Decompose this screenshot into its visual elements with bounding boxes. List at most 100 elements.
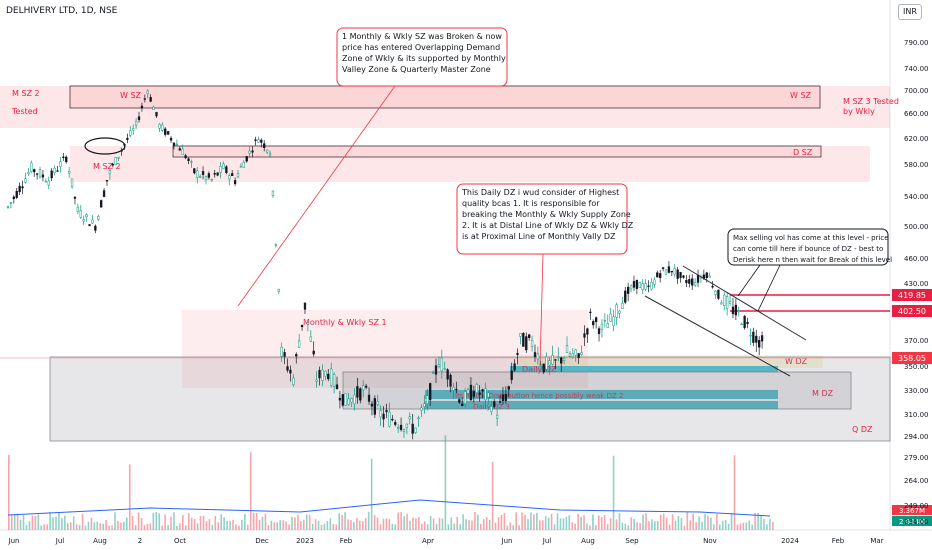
volume-bar — [612, 455, 615, 530]
volume-bar — [170, 516, 172, 530]
candle-body — [327, 373, 330, 380]
volume-bar — [282, 520, 284, 530]
candle-body — [300, 324, 304, 328]
volume-bar — [480, 523, 482, 530]
volume-bar — [137, 512, 140, 530]
volume-bar — [713, 524, 715, 530]
candle-body — [184, 155, 187, 159]
candle-body — [746, 321, 749, 324]
candle-body — [181, 148, 184, 155]
annotation-text-0: Zone of Wkly & its supported by Monthly — [342, 54, 506, 63]
candle-body — [469, 384, 473, 401]
candle-body — [659, 273, 662, 278]
candle-body — [193, 168, 196, 174]
volume-bar — [173, 512, 175, 530]
candle-body — [146, 90, 149, 94]
candle-body — [295, 354, 298, 357]
candle-body — [394, 422, 397, 425]
volume-bar — [28, 521, 31, 530]
volume-bar — [724, 519, 727, 530]
candle-body — [734, 304, 738, 316]
candle-body — [134, 120, 138, 126]
candle-body — [324, 371, 327, 377]
volume-bar — [547, 517, 550, 530]
volume-bar — [128, 464, 131, 530]
volume-bar — [468, 520, 470, 530]
volume-bar — [754, 512, 756, 530]
candle-body — [207, 173, 211, 178]
candle-body — [717, 289, 720, 299]
candle-body — [213, 173, 216, 175]
volume-bar — [273, 522, 276, 530]
y-tick-label: 264.00 — [904, 477, 929, 485]
candle-body — [574, 349, 577, 356]
volume-bar — [769, 518, 771, 530]
x-tick-label: Feb — [832, 537, 845, 545]
candle-body — [504, 394, 508, 401]
volume-bar — [524, 514, 526, 530]
candle-body — [411, 423, 414, 434]
volume-bar — [81, 513, 84, 530]
volume-label-bg-1 — [892, 516, 932, 526]
volume-bar — [193, 519, 196, 530]
volume-bar — [314, 519, 317, 530]
annotation-box-2[interactable] — [727, 228, 889, 266]
volume-bar — [730, 512, 733, 530]
volume-bar — [214, 516, 217, 530]
candle-body — [353, 394, 356, 405]
candle-body — [653, 279, 656, 285]
candle-body — [9, 202, 13, 204]
candle-body — [632, 281, 636, 288]
volume-bar — [654, 521, 656, 530]
candle-body — [423, 403, 426, 407]
volume-bar — [217, 522, 220, 530]
candle-body — [152, 106, 155, 110]
volume-bar — [600, 517, 603, 530]
candle-body — [615, 304, 618, 318]
annotation-box-1[interactable] — [456, 183, 628, 255]
volume-bar — [627, 525, 630, 530]
volume-bar — [335, 524, 338, 530]
volume-bar — [459, 524, 461, 530]
volume-bar — [367, 512, 370, 530]
volume-bar — [456, 517, 458, 530]
candle-body — [656, 272, 659, 278]
volume-bar — [633, 519, 635, 530]
volume-bar — [491, 461, 494, 530]
zone-1 — [0, 86, 890, 128]
volume-bar — [244, 513, 246, 530]
zone-label-0-2: W SZ — [790, 91, 812, 100]
candle-body — [155, 111, 158, 117]
volume-bar — [226, 520, 228, 530]
volume-bar — [583, 515, 585, 530]
volume-label-bg-0 — [892, 505, 932, 515]
currency-selector[interactable]: INR — [898, 4, 922, 20]
volume-bar — [258, 520, 261, 530]
volume-bar — [418, 516, 420, 530]
volume-bar — [397, 512, 399, 530]
candle-body — [542, 363, 545, 373]
candle-body — [24, 178, 27, 183]
volume-bar — [196, 523, 199, 530]
volume-bar — [152, 512, 155, 530]
volume-bar — [16, 513, 19, 530]
volume-bar — [385, 518, 388, 530]
annotation-text-1: breaking the Monthly & Wkly Supply Zone — [462, 210, 631, 219]
volume-bar — [364, 518, 367, 530]
candle-body — [405, 423, 409, 428]
candle-body — [740, 323, 743, 326]
volume-bar — [447, 524, 450, 530]
candle-body — [533, 352, 537, 357]
candle-body — [691, 278, 694, 286]
volume-bar — [19, 519, 22, 530]
candle-body — [711, 285, 714, 288]
volume-bar — [500, 514, 503, 530]
candle-body — [38, 169, 42, 178]
candle-body — [292, 377, 295, 385]
volume-bar — [603, 515, 606, 530]
volume-bar — [710, 517, 712, 530]
candle-body — [676, 269, 679, 279]
annotation-box-0[interactable] — [336, 27, 508, 87]
volume-bar — [344, 512, 346, 530]
